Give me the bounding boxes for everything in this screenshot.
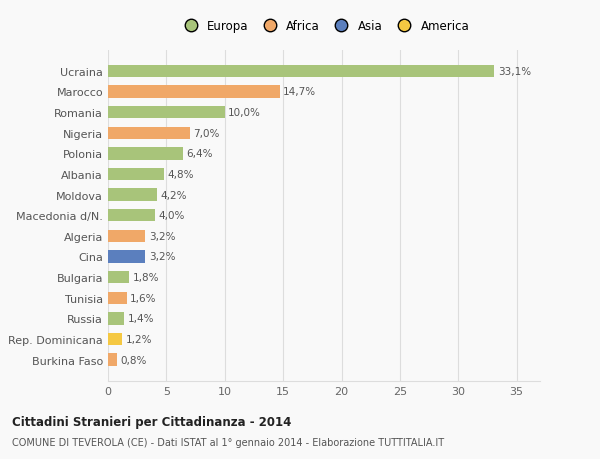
Text: 7,0%: 7,0%: [193, 129, 220, 139]
Bar: [108, 189, 157, 202]
Bar: [108, 210, 155, 222]
Text: 6,4%: 6,4%: [186, 149, 213, 159]
Bar: [108, 333, 122, 345]
Text: 1,2%: 1,2%: [125, 334, 152, 344]
Bar: [108, 251, 145, 263]
Bar: [108, 86, 280, 98]
Text: 3,2%: 3,2%: [149, 231, 175, 241]
Text: 3,2%: 3,2%: [149, 252, 175, 262]
Bar: [108, 313, 124, 325]
Text: 4,2%: 4,2%: [161, 190, 187, 200]
Text: 0,8%: 0,8%: [121, 355, 147, 365]
Text: COMUNE DI TEVEROLA (CE) - Dati ISTAT al 1° gennaio 2014 - Elaborazione TUTTITALI: COMUNE DI TEVEROLA (CE) - Dati ISTAT al …: [12, 437, 444, 447]
Text: 1,8%: 1,8%: [133, 273, 159, 282]
Bar: [108, 66, 494, 78]
Text: 4,8%: 4,8%: [167, 169, 194, 179]
Legend: Europa, Africa, Asia, America: Europa, Africa, Asia, America: [174, 16, 474, 38]
Bar: [108, 353, 118, 366]
Text: 1,4%: 1,4%: [128, 313, 154, 324]
Bar: [108, 127, 190, 140]
Text: Cittadini Stranieri per Cittadinanza - 2014: Cittadini Stranieri per Cittadinanza - 2…: [12, 415, 292, 428]
Text: 14,7%: 14,7%: [283, 87, 316, 97]
Text: 33,1%: 33,1%: [498, 67, 531, 77]
Bar: [108, 292, 127, 304]
Bar: [108, 230, 145, 242]
Text: 10,0%: 10,0%: [228, 108, 261, 118]
Bar: [108, 106, 225, 119]
Text: 1,6%: 1,6%: [130, 293, 157, 303]
Text: 4,0%: 4,0%: [158, 211, 185, 221]
Bar: [108, 168, 164, 181]
Bar: [108, 271, 129, 284]
Bar: [108, 148, 183, 160]
